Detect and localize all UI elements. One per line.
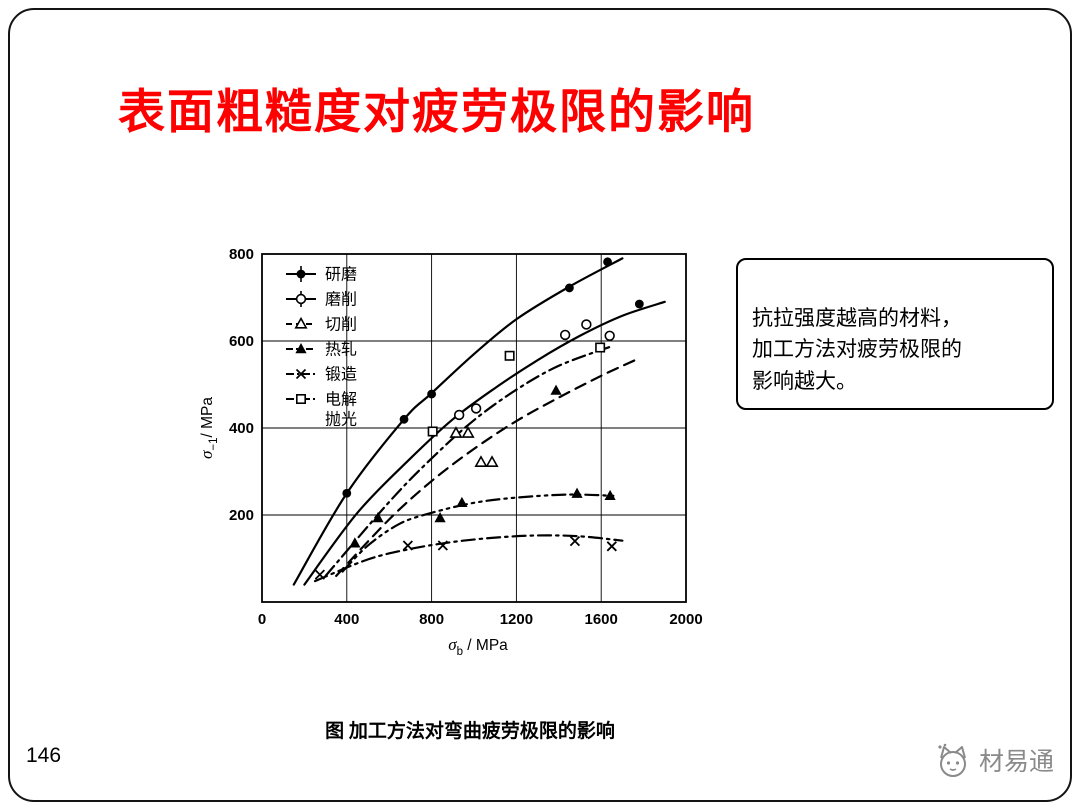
axis-title: σb / MPa (448, 635, 508, 658)
axis-title: σ−1/ MPa (197, 397, 220, 459)
svg-text:热轧: 热轧 (325, 341, 357, 359)
series-curve-5 (324, 345, 613, 577)
svg-text:电解: 电解 (325, 391, 357, 409)
series-curve-4 (313, 534, 624, 583)
plot-border (261, 253, 687, 603)
svg-text:800: 800 (419, 611, 444, 628)
svg-text:1200: 1200 (500, 611, 533, 628)
watermark: 材易通 (932, 742, 1054, 778)
series-curve-2 (335, 359, 637, 577)
svg-text:400: 400 (334, 611, 359, 628)
series-curve-3 (341, 493, 616, 573)
series-points-3 (349, 384, 616, 548)
svg-text:磨削: 磨削 (325, 291, 357, 309)
series-curve-1 (303, 300, 666, 586)
page-number: 146 (26, 744, 62, 767)
cat-logo-icon (938, 743, 966, 777)
chart-axis-titles: σb / MPa σ−1/ MPa (197, 397, 508, 658)
svg-text:2000: 2000 (669, 611, 702, 628)
svg-text:600: 600 (229, 333, 254, 350)
figure-caption: 图 加工方法对弯曲疲劳极限的影响 (325, 721, 615, 742)
series-points-2 (449, 426, 499, 467)
series-points-5 (427, 342, 606, 437)
chart-tick-labels: 200 400 600 800 0 400 800 1200 1600 2000 (229, 246, 703, 628)
svg-text:800: 800 (229, 246, 254, 263)
chart-area: 200 400 600 800 0 400 800 1200 1600 2000 σb / MPa σ… (190, 238, 710, 672)
svg-text:抛光: 抛光 (325, 411, 357, 429)
slide-title: 表面粗糙度对疲劳极限的影响 (118, 85, 755, 139)
svg-text:0: 0 (258, 611, 266, 628)
svg-text:200: 200 (229, 507, 254, 524)
series-points-0 (342, 257, 644, 498)
svg-text:1600: 1600 (585, 611, 618, 628)
series-points-1 (453, 319, 615, 421)
series-points-4 (314, 535, 617, 580)
watermark-text: 材易通 (978, 749, 1054, 776)
callout-box: 抗拉强度越高的材料， 加工方法对疲劳极限的 影响越大。 (736, 258, 1054, 410)
svg-text:切削: 切削 (325, 316, 357, 334)
svg-text:研磨: 研磨 (325, 266, 357, 284)
callout-text: 抗拉强度越高的材料， 加工方法对疲劳极限的 影响越大。 (752, 305, 962, 393)
svg-text:400: 400 (229, 420, 254, 437)
chart-markers (314, 257, 644, 580)
svg-text:锻造: 锻造 (325, 366, 357, 384)
